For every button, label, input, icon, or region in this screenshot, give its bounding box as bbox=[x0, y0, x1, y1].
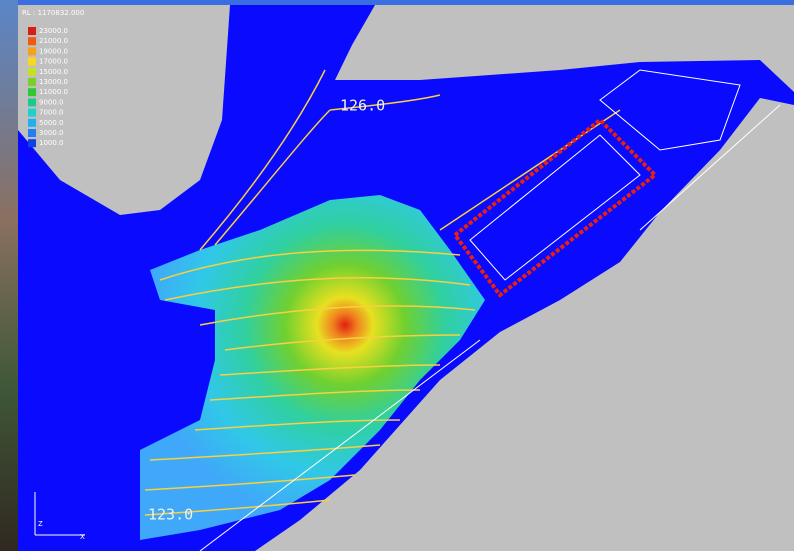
contour bbox=[194, 419, 401, 431]
legend-swatch bbox=[28, 78, 36, 86]
legend-label: 21000.0 bbox=[39, 37, 68, 45]
legend-swatch bbox=[28, 37, 36, 46]
axis-triad bbox=[34, 492, 85, 536]
legend-swatch bbox=[28, 47, 36, 56]
axis-label: Z bbox=[38, 520, 43, 528]
contour bbox=[144, 499, 331, 516]
legend-swatch bbox=[28, 139, 36, 148]
legend-label: 15000.0 bbox=[39, 68, 68, 76]
legend-label: 13000.0 bbox=[39, 78, 68, 86]
legend-label: 19000.0 bbox=[39, 47, 68, 55]
legend-label: 5000.0 bbox=[39, 119, 64, 127]
legend-swatch bbox=[28, 108, 36, 117]
contour bbox=[159, 249, 461, 281]
legend-swatch bbox=[28, 98, 36, 107]
pit-lines bbox=[199, 69, 781, 552]
legend-swatch bbox=[28, 88, 36, 97]
contour bbox=[224, 334, 461, 351]
contour bbox=[219, 364, 441, 376]
legend-swatch bbox=[28, 57, 36, 66]
legend-label: 17000.0 bbox=[39, 58, 68, 66]
legend-label: 11000.0 bbox=[39, 88, 68, 96]
contour-label: 123.0 bbox=[148, 506, 193, 524]
contour bbox=[199, 305, 476, 326]
axis-label: X bbox=[80, 533, 85, 541]
legend-label: 9000.0 bbox=[39, 98, 64, 106]
legend-label: 7000.0 bbox=[39, 109, 64, 117]
contours bbox=[144, 69, 621, 516]
contour bbox=[149, 444, 381, 461]
contour bbox=[199, 69, 621, 251]
legend-label: 3000.0 bbox=[39, 129, 64, 137]
legend-label: 23000.0 bbox=[39, 27, 68, 35]
rl-label: RL : 1170832.000 bbox=[22, 9, 84, 17]
legend-label: 1000.0 bbox=[39, 139, 64, 147]
pit-boundary bbox=[452, 117, 659, 298]
legend-swatch bbox=[28, 27, 36, 35]
legend-swatch bbox=[28, 129, 36, 137]
contour bbox=[209, 389, 421, 401]
legend: 23000.0 21000.0 19000.0 17000.0 15000.0 13000… bbox=[28, 27, 68, 148]
legend-swatch bbox=[28, 67, 36, 76]
legend-swatch bbox=[28, 118, 36, 127]
title-strip bbox=[18, 0, 794, 5]
desktop-strip bbox=[0, 0, 18, 551]
contour-label: 126.0 bbox=[340, 97, 385, 115]
contour bbox=[164, 277, 471, 301]
heat-zone bbox=[140, 195, 485, 540]
contour bbox=[144, 474, 356, 491]
